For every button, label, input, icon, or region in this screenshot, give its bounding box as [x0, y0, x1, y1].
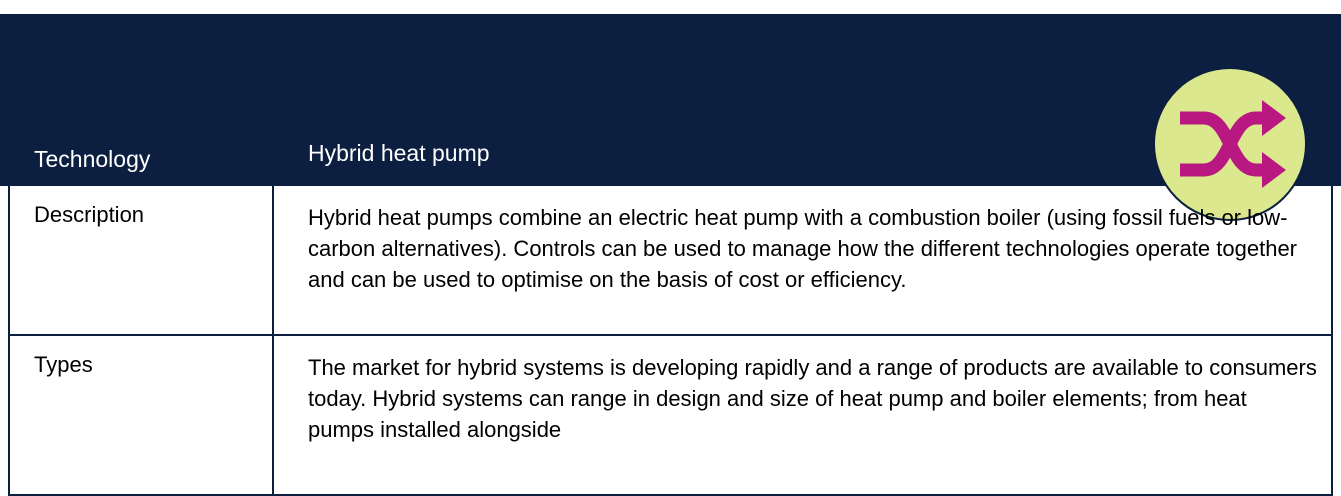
column-divider — [272, 186, 274, 334]
row-label: Description — [34, 202, 145, 227]
header-value: Hybrid heat pump — [308, 140, 490, 166]
header-label: Technology — [34, 146, 151, 172]
row-text: Hybrid heat pumps combine an electric he… — [308, 205, 1298, 292]
page: Technology Hybrid heat pump Description … — [0, 14, 1341, 496]
table-header: Technology Hybrid heat pump — [0, 14, 1341, 221]
row-label: Types — [34, 352, 93, 377]
shuffle-icon — [1153, 67, 1307, 221]
row-text: The market for hybrid systems is develop… — [308, 355, 1317, 442]
table-row: Description Hybrid heat pumps combine an… — [8, 186, 1333, 336]
table-row: Types The market for hybrid systems is d… — [8, 336, 1333, 496]
column-divider — [272, 336, 274, 494]
